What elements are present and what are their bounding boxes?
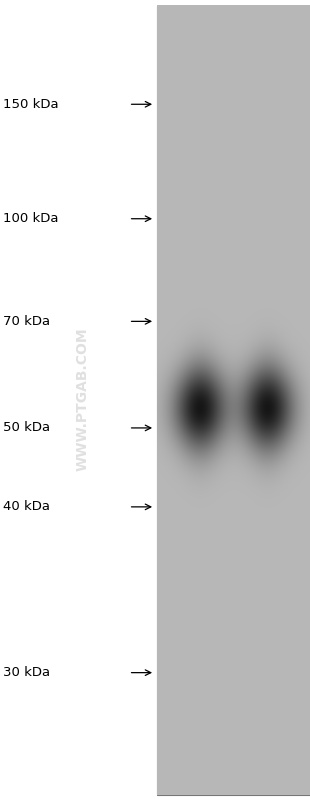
- Text: 70 kDa: 70 kDa: [3, 315, 50, 328]
- Text: WWW.PTGAB.COM: WWW.PTGAB.COM: [75, 328, 89, 471]
- Bar: [157, 6, 310, 795]
- Text: 100 kDa: 100 kDa: [3, 213, 59, 225]
- Text: 40 kDa: 40 kDa: [3, 500, 50, 514]
- Text: 30 kDa: 30 kDa: [3, 666, 50, 679]
- Text: 50 kDa: 50 kDa: [3, 421, 50, 435]
- Text: 150 kDa: 150 kDa: [3, 97, 59, 111]
